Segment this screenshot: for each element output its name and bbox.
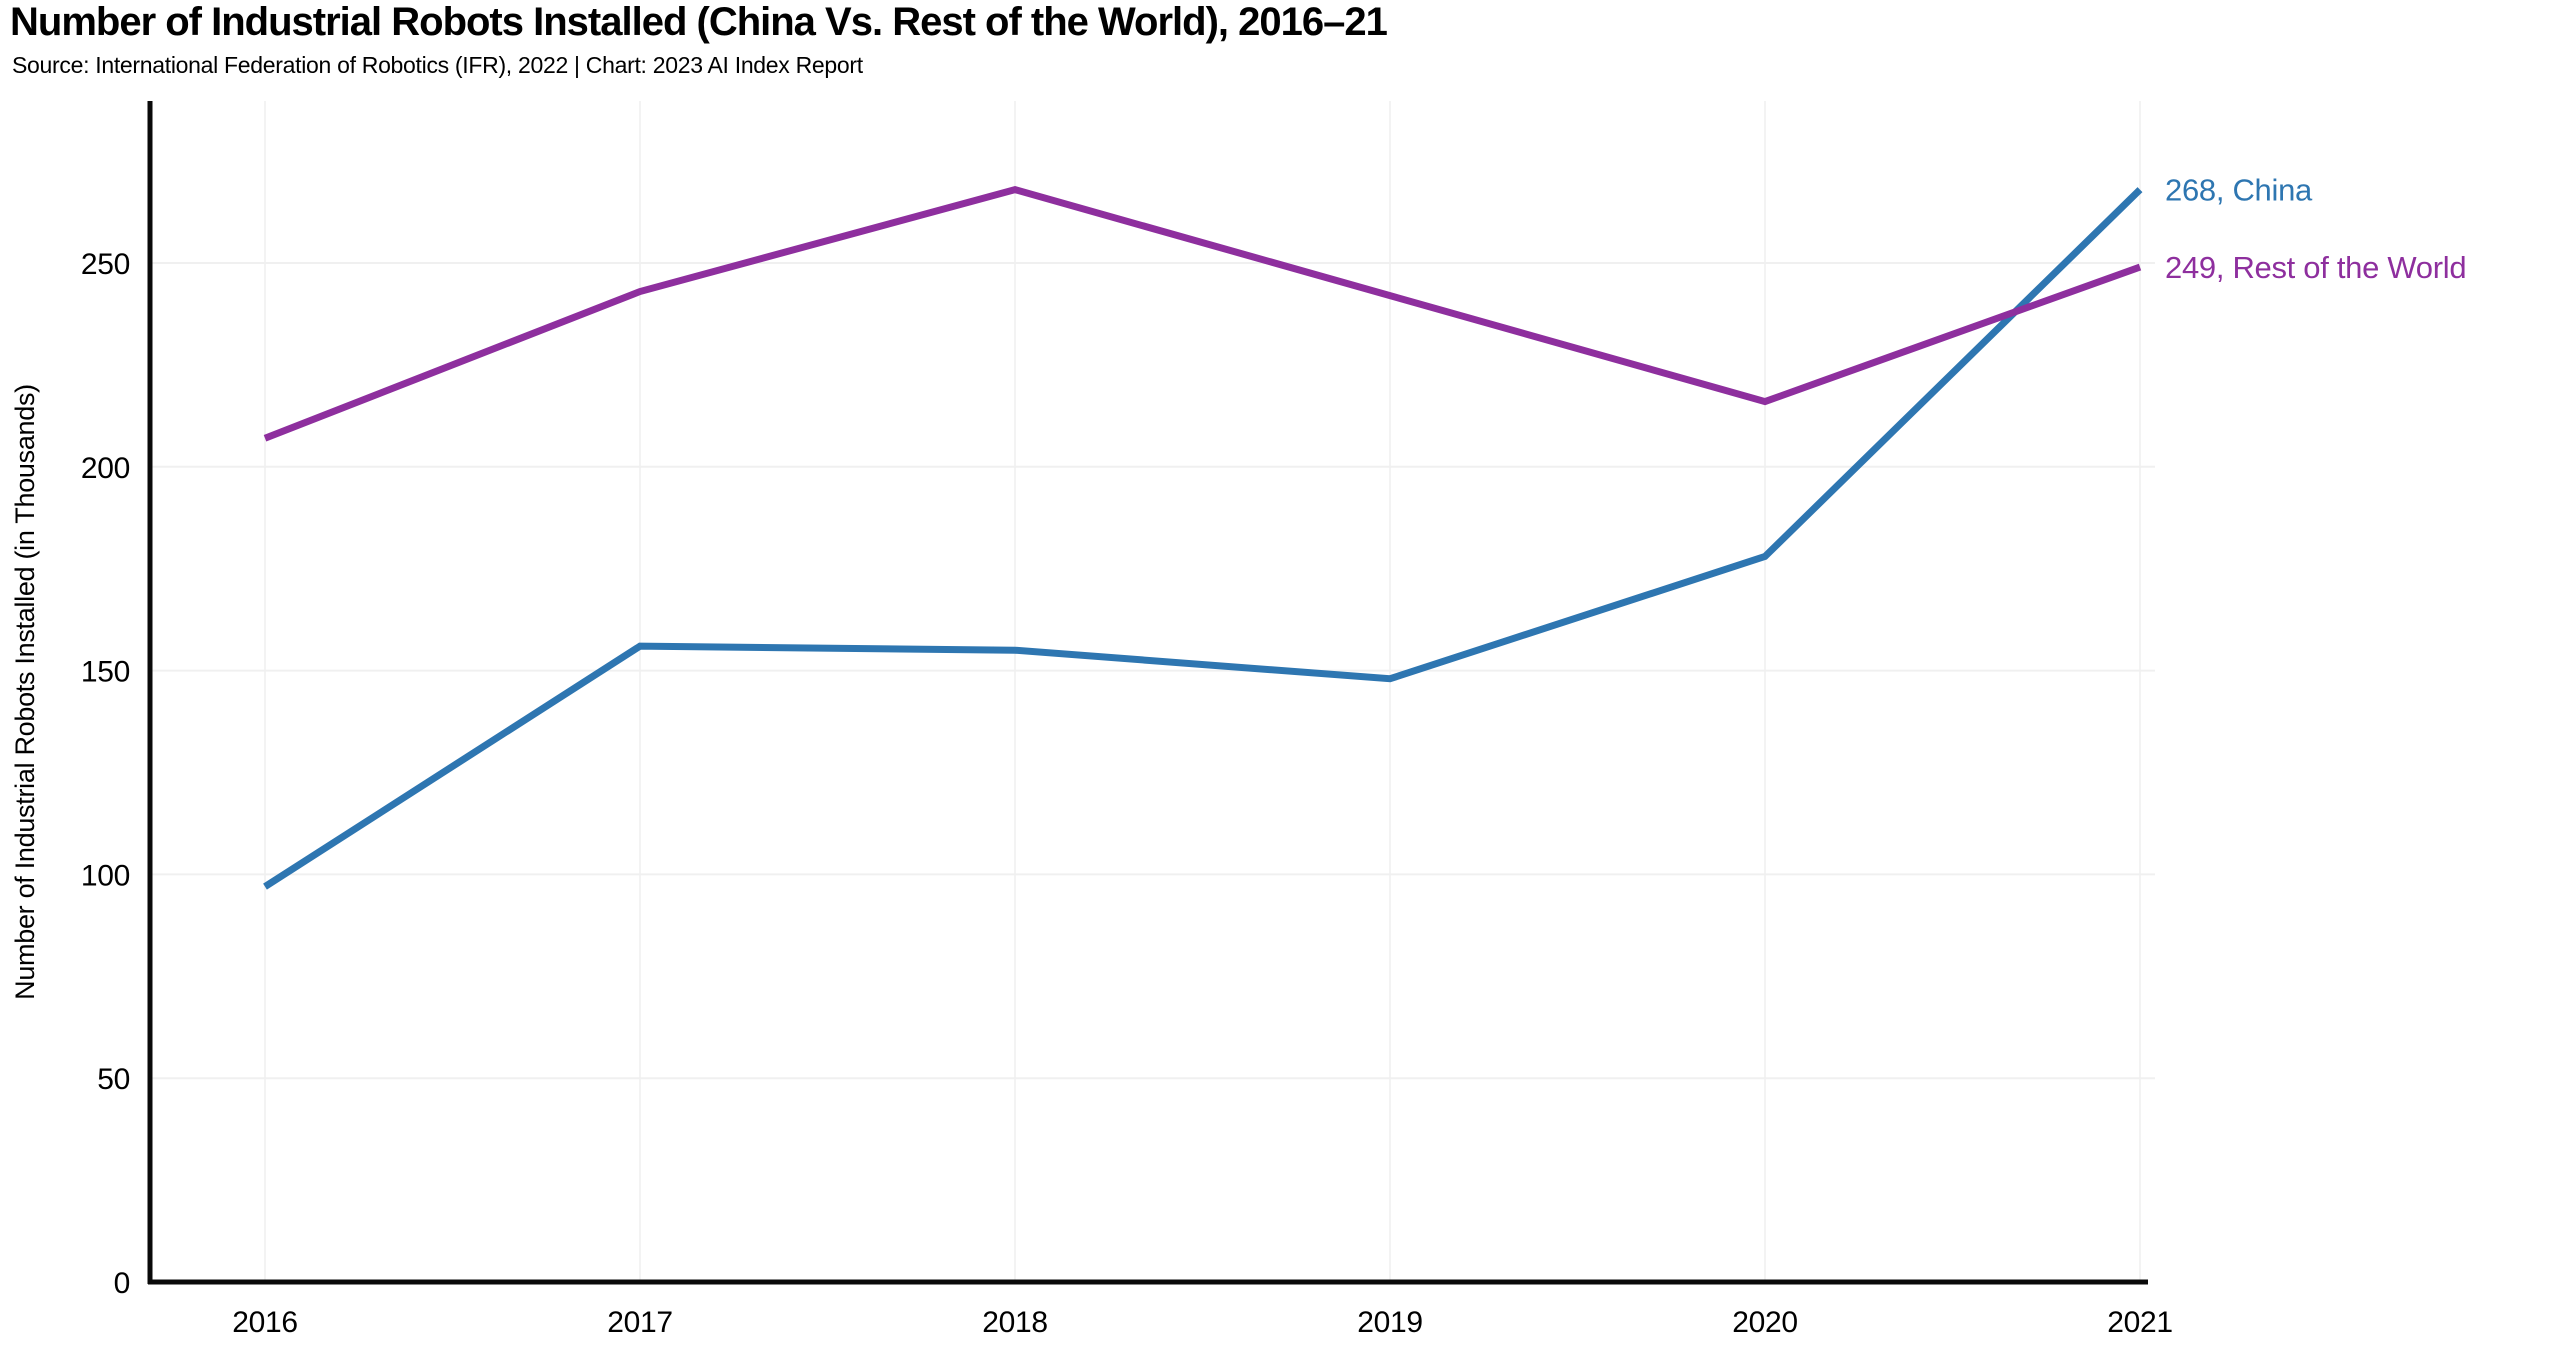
x-tick-label: 2018 [982,1306,1048,1339]
x-tick-label: 2016 [232,1306,298,1339]
series-line-rest-of-the-world [263,186,2142,442]
series-line-china [263,187,2143,890]
chart-subtitle: Source: International Federation of Robo… [12,52,863,78]
series-end-label-rest-of-the-world: 249, Rest of the World [2165,250,2466,285]
y-tick-label: 200 [81,452,130,485]
y-axis-title: Number of Industrial Robots Installed (i… [10,384,40,1000]
series-end-label-china: 268, China [2165,173,2313,208]
y-tick-label: 50 [97,1063,130,1096]
y-tick-label: 250 [81,248,130,281]
x-tick-label: 2019 [1357,1306,1423,1339]
y-tick-label: 150 [81,656,130,689]
x-tick-label: 2020 [1732,1306,1798,1339]
chart-title: Number of Industrial Robots Installed (C… [10,0,1388,44]
x-tick-label: 2017 [607,1306,673,1339]
y-tick-label: 100 [81,859,130,892]
x-tick-label: 2021 [2107,1306,2173,1339]
y-tick-label: 0 [114,1267,130,1300]
